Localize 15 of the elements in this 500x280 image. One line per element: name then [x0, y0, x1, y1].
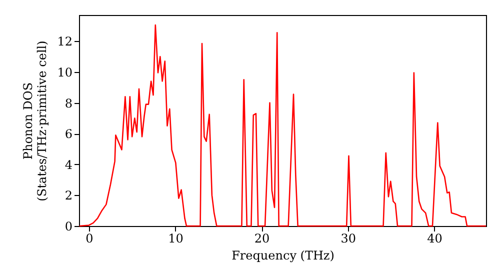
y-tick-label: 12 [57, 34, 72, 49]
y-tick-label: 10 [57, 65, 72, 80]
y-tick-label: 4 [64, 158, 73, 172]
y-tick-label: 8 [64, 96, 72, 110]
x-axis-title: Frequency (THz) [232, 248, 334, 262]
y-tick-label: 6 [64, 127, 72, 142]
x-tick-label: 20 [254, 232, 270, 246]
y-tick-label: 2 [64, 188, 72, 203]
line-series [78, 24, 487, 227]
x-tick-label: 0 [86, 232, 94, 246]
y-tick-label: 0 [64, 220, 72, 234]
x-tick-label: 40 [427, 232, 442, 246]
x-tick-label: 10 [168, 232, 184, 246]
y-axis-title: Phonon DOS (States/THz·primitive cell) [21, 40, 50, 202]
x-tick-label: 30 [340, 232, 356, 246]
